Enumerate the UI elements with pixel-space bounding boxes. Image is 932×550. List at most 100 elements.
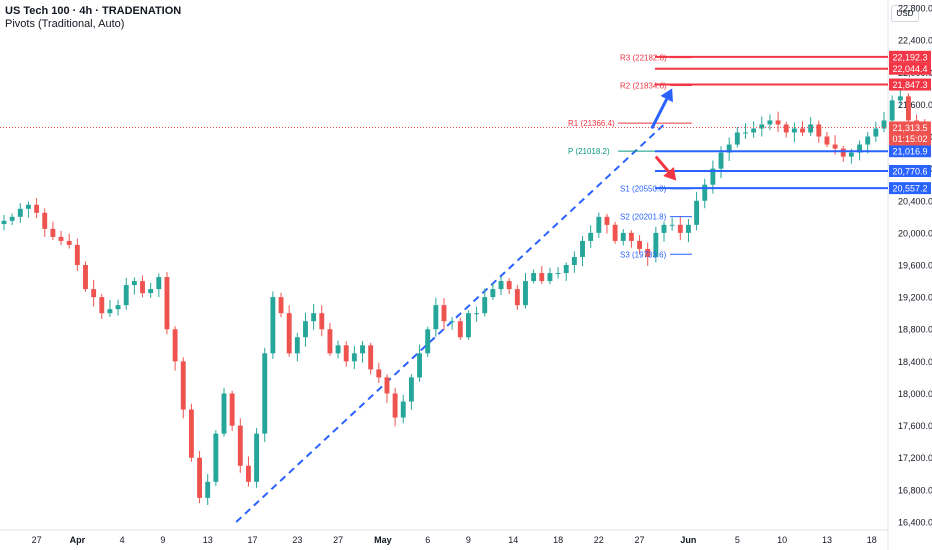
candle [140, 275, 145, 298]
y-tick-label: 18,800.0 [898, 325, 932, 335]
candle-body [66, 240, 72, 245]
candle [653, 226, 659, 263]
candle [759, 116, 765, 137]
x-tick-label: 9 [466, 535, 471, 545]
candle [172, 326, 178, 371]
candle-body [571, 256, 577, 265]
x-tick-label: 13 [203, 535, 213, 545]
x-tick-label: 27 [333, 535, 343, 545]
candle [482, 288, 488, 317]
candle-body [172, 329, 178, 362]
candle [506, 278, 512, 295]
x-tick-label: Apr [70, 535, 86, 545]
candle-body [506, 281, 512, 290]
candle-body [474, 313, 480, 315]
candle [83, 261, 88, 292]
level-tag [889, 164, 931, 177]
candle [677, 215, 683, 241]
candle-body [188, 409, 194, 458]
candle-body [604, 216, 610, 225]
pivot-label-r3: R3 (22182.8) [620, 54, 667, 63]
pivot-label-r1: R1 (21366.4) [568, 119, 615, 128]
candle [897, 87, 903, 107]
candle [197, 450, 202, 504]
candle-body [156, 277, 162, 290]
candle [91, 279, 97, 307]
candle-body [612, 224, 618, 241]
candle [1, 214, 7, 231]
candle [645, 242, 651, 266]
level-tag-label: 21,847.3 [892, 80, 927, 90]
candle [180, 357, 186, 419]
candle [417, 344, 422, 382]
candle [327, 322, 333, 356]
candle [628, 230, 634, 248]
candle [360, 340, 365, 363]
candle-body [123, 285, 129, 306]
candle-body [620, 232, 626, 241]
candle [392, 387, 398, 427]
candle-body [832, 144, 838, 149]
candle [686, 219, 691, 243]
x-tick-label: 6 [425, 535, 430, 545]
candle [620, 229, 626, 246]
candle-body [425, 329, 431, 354]
level-tag [889, 50, 931, 63]
currency-button[interactable]: USD [891, 5, 919, 22]
indicator-legend[interactable]: Pivots (Traditional, Auto) [5, 18, 125, 30]
candle [523, 272, 528, 309]
candle-body [303, 321, 308, 338]
candle [229, 390, 235, 431]
candle [303, 312, 308, 347]
candle [368, 342, 374, 375]
x-tick-label: 9 [160, 535, 165, 545]
candle [637, 235, 642, 255]
candle-body [351, 353, 357, 362]
candle [873, 121, 879, 142]
candle [246, 456, 251, 487]
y-tick-label: 19,200.0 [898, 293, 932, 303]
candle [751, 121, 757, 138]
candle [58, 230, 64, 246]
candle-body [311, 313, 317, 322]
candle-body [580, 240, 585, 257]
candle [131, 277, 137, 295]
candle [767, 114, 773, 131]
candle [17, 203, 23, 223]
candle [441, 297, 447, 330]
candle [840, 145, 846, 162]
candle [26, 201, 31, 218]
candle [474, 306, 480, 322]
candle [571, 251, 577, 273]
candle-body [50, 228, 56, 237]
candle [816, 120, 822, 143]
x-tick-label: 14 [508, 535, 518, 545]
candle [221, 387, 227, 437]
y-tick-label: 16,400.0 [898, 517, 932, 527]
candle-body [718, 152, 724, 169]
candle-body [131, 281, 137, 286]
candle [449, 317, 455, 330]
candle-body [824, 136, 830, 145]
candle-body [588, 232, 594, 241]
candle [800, 121, 805, 137]
pivot-label-s1: S1 (20550.0) [620, 185, 667, 194]
candle-body [319, 313, 325, 330]
level-tag [889, 62, 931, 75]
candle-body [246, 465, 251, 482]
candle [490, 283, 496, 300]
candle-body [783, 124, 789, 133]
candle-body [726, 144, 732, 153]
level-tag [889, 145, 931, 158]
y-tick-label: 18,400.0 [898, 357, 932, 367]
candle-body [702, 184, 708, 201]
x-tick-label: 18 [867, 535, 877, 545]
candle-body [791, 128, 797, 133]
candle [384, 374, 390, 404]
y-tick-label: 20,400.0 [898, 196, 932, 206]
level-tag-label: 20,557.2 [892, 184, 927, 194]
candle-body [653, 232, 659, 257]
candle-body [840, 148, 846, 157]
